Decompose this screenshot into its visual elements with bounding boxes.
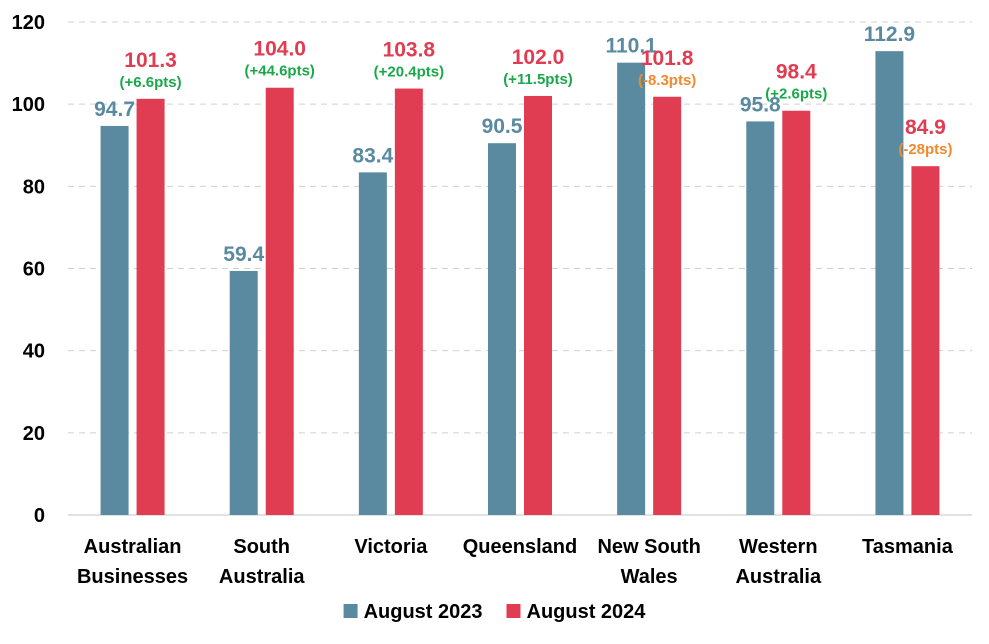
y-tick-label: 0 <box>34 505 45 527</box>
value-label-2024: 104.0 <box>253 38 306 61</box>
category-label: Australia <box>735 566 821 588</box>
legend-swatch <box>506 604 521 618</box>
y-tick-label: 20 <box>23 423 45 445</box>
change-label: (+44.6pts) <box>244 63 314 80</box>
bar-aug-2024 <box>782 110 811 516</box>
bar-aug-2024 <box>911 166 940 515</box>
change-label: (+11.5pts) <box>503 71 573 88</box>
change-label: (+20.4pts) <box>374 64 444 81</box>
category-label: New South <box>597 536 700 558</box>
category-label: Western <box>739 536 818 558</box>
legend-swatch <box>343 604 358 618</box>
value-label-2023: 59.4 <box>223 243 264 266</box>
category-label: Wales <box>621 566 678 588</box>
category-label: Australian <box>84 536 182 558</box>
y-tick-label: 60 <box>23 259 45 281</box>
value-label-2024: 103.8 <box>383 39 436 62</box>
value-label-2024: 101.8 <box>641 47 694 70</box>
y-tick-label: 120 <box>12 12 45 34</box>
y-tick-label: 40 <box>23 341 45 363</box>
change-label: (+2.6pts) <box>765 86 827 103</box>
legend-item-aug-2023: August 2023 <box>343 601 483 623</box>
legend: August 2023 August 2024 <box>343 601 647 623</box>
change-label: (-28pts) <box>898 141 952 158</box>
value-label-2024: 101.3 <box>124 49 177 72</box>
bar-aug-2023 <box>746 121 775 516</box>
category-label: South <box>233 536 290 558</box>
value-label-2023: 110.1 <box>605 35 657 58</box>
category-label: Businesses <box>77 566 188 588</box>
change-label: (-8.3pts) <box>638 72 696 89</box>
bar-aug-2023 <box>229 270 258 515</box>
y-tick-label: 80 <box>23 176 45 198</box>
bar-layer <box>100 51 940 516</box>
bar-aug-2024 <box>136 98 165 515</box>
grid-layer <box>68 21 972 516</box>
value-label-2023: 112.9 <box>864 23 915 46</box>
value-label-2024: 102.0 <box>512 46 565 69</box>
value-label-2023: 95.8 <box>740 93 781 116</box>
y-tick-label: 100 <box>12 94 45 116</box>
bar-aug-2023 <box>875 51 904 516</box>
category-label: Queensland <box>463 536 577 558</box>
value-label-2024: 84.9 <box>905 116 946 139</box>
bar-aug-2024 <box>394 88 423 516</box>
value-label-2023: 94.7 <box>94 98 135 121</box>
bar-aug-2023 <box>617 62 646 516</box>
value-label-2024: 98.4 <box>776 61 817 84</box>
change-label: (+6.6pts) <box>120 74 182 91</box>
category-label: Australia <box>219 566 305 588</box>
bar-aug-2023 <box>100 125 129 516</box>
category-label: Victoria <box>354 536 428 558</box>
bar-aug-2024 <box>524 95 552 515</box>
bar-aug-2023 <box>358 172 387 516</box>
value-label-2023: 90.5 <box>482 115 523 138</box>
category-label: Tasmania <box>862 536 954 558</box>
label-layer: 0 20 40 60 80 100 120 94.7 101.3 (+6.6pts) Austral… <box>12 12 954 588</box>
legend-item-aug-2024: August 2024 <box>506 601 647 623</box>
legend-label: August 2024 <box>527 601 647 623</box>
bar-aug-2024 <box>653 96 682 515</box>
bar-aug-2024 <box>265 87 294 515</box>
value-label-2023: 83.4 <box>352 144 393 167</box>
bar-aug-2023 <box>488 143 516 515</box>
legend-label: August 2023 <box>364 601 483 623</box>
